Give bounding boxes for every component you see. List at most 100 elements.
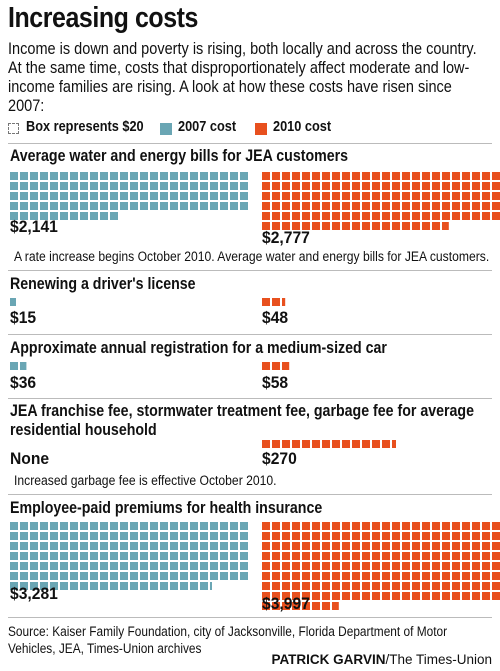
waffle-cell xyxy=(402,182,410,190)
waffle-cell xyxy=(70,212,78,220)
waffle-cell xyxy=(60,582,68,590)
waffle-cell xyxy=(70,572,78,580)
waffle-cell xyxy=(402,202,410,210)
waffle-cell xyxy=(422,202,430,210)
waffle-cell xyxy=(392,182,400,190)
waffle-cell xyxy=(382,440,390,448)
waffle-cell xyxy=(382,552,390,560)
waffle-cell xyxy=(442,222,449,230)
waffle-cell xyxy=(262,222,270,230)
waffle-cell xyxy=(472,172,480,180)
waffle-cell xyxy=(272,552,280,560)
waffle-cell xyxy=(372,202,380,210)
waffle-cell xyxy=(292,532,300,540)
waffle-cell xyxy=(262,592,270,600)
waffle-cell xyxy=(170,562,178,570)
waffle-cell xyxy=(312,552,320,560)
waffle-cell xyxy=(50,192,58,200)
waffle-cell xyxy=(362,542,370,550)
waffle-cell xyxy=(482,172,490,180)
waffle-cell xyxy=(312,172,320,180)
waffle-cell xyxy=(150,572,158,580)
waffle-cell xyxy=(452,562,460,570)
waffle-cell xyxy=(272,440,280,448)
waffle-cell xyxy=(40,182,48,190)
waffle-cell xyxy=(452,212,460,220)
waffle-cell xyxy=(272,362,280,370)
waffle-cell xyxy=(170,532,178,540)
waffle-cell xyxy=(422,592,430,600)
waffle-cell xyxy=(210,192,218,200)
waffle-cell xyxy=(100,562,108,570)
waffle-cell xyxy=(50,582,58,590)
legend: Box represents $20 2007 cost 2010 cost xyxy=(8,118,492,140)
waffle-cell xyxy=(342,552,350,560)
waffle-cell xyxy=(190,522,198,530)
waffle-cell xyxy=(110,552,118,560)
amount-2007-water-energy: $2,141 xyxy=(10,217,58,236)
waffle-cell xyxy=(362,522,370,530)
waffle-cell xyxy=(30,192,38,200)
waffle-cell xyxy=(282,192,290,200)
waffle-cell xyxy=(412,582,420,590)
waffle-cell xyxy=(80,582,88,590)
amount-2007-health-insurance: $3,281 xyxy=(10,584,58,603)
waffle-cell xyxy=(272,562,280,570)
waffle-cell xyxy=(412,212,420,220)
waffle-cell xyxy=(422,582,430,590)
waffle-cell xyxy=(362,592,370,600)
waffle-cell xyxy=(210,582,212,590)
waffle-cell xyxy=(30,532,38,540)
waffle-cell xyxy=(442,192,450,200)
waffle-cell xyxy=(292,522,300,530)
waffle-cell xyxy=(472,542,480,550)
waffle-cell xyxy=(220,172,228,180)
waffle-cell xyxy=(312,202,320,210)
waffle-cell xyxy=(372,552,380,560)
waffle-cell xyxy=(392,192,400,200)
waffle-cell xyxy=(140,532,148,540)
waffle-cell xyxy=(70,192,78,200)
waffle-cell xyxy=(20,562,28,570)
waffle-2007-water-energy xyxy=(10,172,248,220)
waffle-cell xyxy=(452,182,460,190)
waffle-cell xyxy=(382,222,390,230)
waffle-cell xyxy=(442,572,450,580)
waffle-cell xyxy=(492,542,500,550)
waffle-cell xyxy=(50,202,58,210)
waffle-cell xyxy=(30,542,38,550)
waffle-cell xyxy=(412,202,420,210)
waffle-cell xyxy=(442,562,450,570)
waffle-cell xyxy=(120,192,128,200)
legend-2007-label: 2007 cost xyxy=(178,118,237,135)
waffle-cell xyxy=(130,522,138,530)
waffle-cell xyxy=(292,582,300,590)
waffle-cell xyxy=(302,212,310,220)
waffle-cell xyxy=(130,552,138,560)
waffle-cell xyxy=(190,542,198,550)
waffle-cell xyxy=(292,222,300,230)
waffle-cell xyxy=(362,222,370,230)
waffle-cell xyxy=(262,298,270,306)
waffle-cell xyxy=(302,522,310,530)
waffle-cell xyxy=(312,532,320,540)
waffle-cell xyxy=(432,532,440,540)
waffle-cell xyxy=(422,522,430,530)
waffle-cell xyxy=(20,362,27,370)
waffle-cell xyxy=(392,542,400,550)
waffle-cell xyxy=(120,172,128,180)
waffle-cell xyxy=(402,532,410,540)
waffle-cell xyxy=(100,192,108,200)
waffle-cell xyxy=(40,202,48,210)
waffle-cell xyxy=(120,562,128,570)
waffle-cell xyxy=(402,522,410,530)
waffle-cell xyxy=(50,212,58,220)
waffle-cell xyxy=(312,182,320,190)
waffle-cell xyxy=(140,192,148,200)
waffle-cell xyxy=(422,532,430,540)
waffle-cell xyxy=(262,562,270,570)
waffle-cell xyxy=(40,192,48,200)
waffle-cell xyxy=(100,532,108,540)
legend-2007-swatch xyxy=(160,123,172,135)
waffle-cell xyxy=(230,192,238,200)
